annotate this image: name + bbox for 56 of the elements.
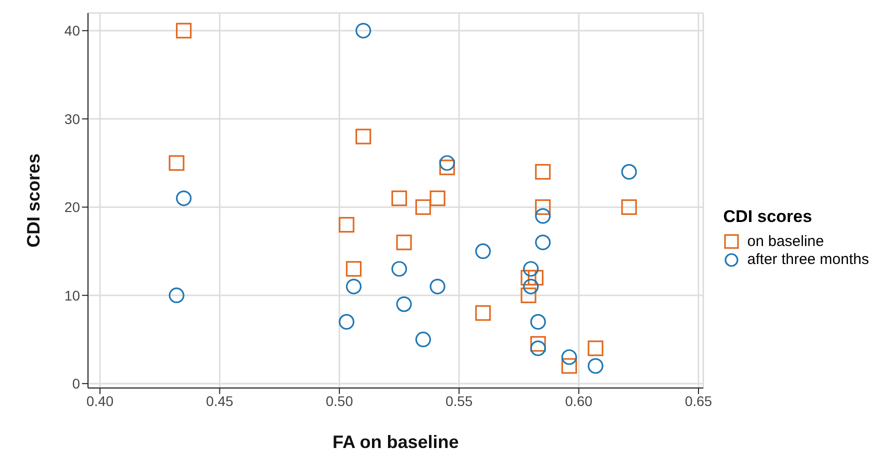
point [346,261,362,277]
point [176,190,192,206]
y-tick-label: 20 [64,199,80,216]
y-axis-title: CDI scores [23,153,44,248]
x-tick-label: 0.55 [445,392,473,409]
point [439,160,455,176]
point [415,332,431,348]
x-tick-label: 0.45 [206,392,234,409]
point [338,216,354,233]
point [523,261,539,277]
y-tick-label: 30 [64,110,80,127]
point [561,349,577,365]
point [346,278,362,294]
x-tick-label: 0.65 [684,392,712,409]
point [168,155,184,171]
point [535,164,551,180]
point [535,234,551,250]
point [391,261,408,277]
point [528,270,544,286]
point [338,314,354,330]
point [535,208,551,224]
x-tick-label: 0.50 [326,392,354,409]
point [621,164,637,180]
point [588,340,604,356]
legend-title: CDI scores [723,207,814,227]
point [396,234,412,250]
point [415,199,431,215]
point [520,270,536,286]
x-tick-label: 0.60 [565,392,593,409]
point [475,305,491,321]
x-tick-label: 0.40 [86,392,114,409]
point [561,358,577,374]
legend-label: after three months [747,251,869,269]
y-tick-label: 10 [64,287,80,304]
point [430,190,446,206]
point [530,314,546,330]
point [356,22,372,38]
point [535,199,551,215]
y-tick-label: 0 [72,376,80,392]
point [176,22,192,38]
point [621,199,637,215]
point [523,278,539,294]
point [520,288,536,304]
point [439,155,455,171]
point [396,296,412,312]
point [430,278,446,294]
point [530,336,546,352]
point [391,190,408,206]
point [588,358,604,374]
point [168,288,184,304]
point [530,340,546,356]
x-axis-title: FA on baseline [332,432,459,452]
legend-label: on baseline [747,233,824,251]
point [356,128,372,144]
point [475,243,491,260]
y-tick-label: 40 [64,22,80,39]
